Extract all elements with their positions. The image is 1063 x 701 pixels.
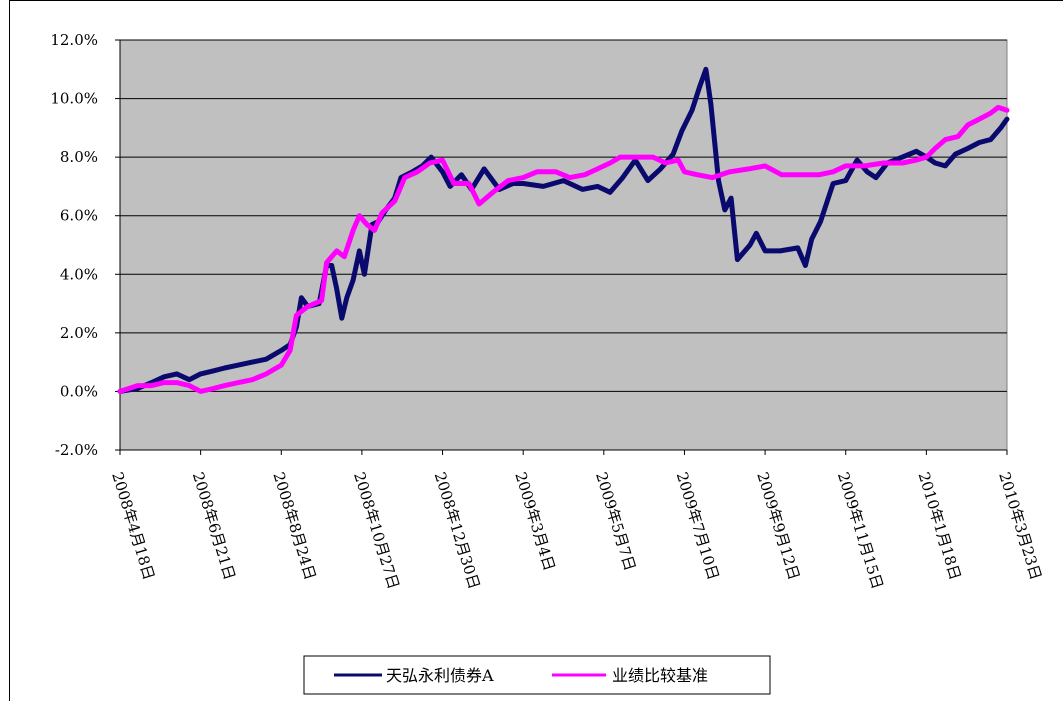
legend: 天弘永利债券A 业绩比较基准 — [303, 655, 771, 695]
y-tick-label: 8.0% — [60, 148, 98, 166]
series-layer — [117, 66, 1010, 394]
chart-frame — [9, 0, 1063, 701]
y-tick-label: 4.0% — [60, 265, 98, 283]
legend-label-series-1: 天弘永利债券A — [386, 666, 494, 685]
x-tick-label: 2008年6月21日 — [189, 470, 239, 582]
x-tick-label: 2008年4月18日 — [108, 470, 158, 582]
y-tick-label: 12.0% — [50, 31, 98, 49]
y-axis: -2.0% 0.0% 2.0% 4.0% 6.0% 8.0% 10.0% 12.0% — [50, 31, 121, 459]
x-tick-label: 2010年3月23日 — [995, 470, 1045, 582]
y-tick-label: -2.0% — [55, 441, 98, 459]
x-tick-label: 2008年12月30日 — [431, 470, 484, 591]
x-tick-label: 2009年9月12日 — [753, 470, 803, 582]
x-tick-label: 2009年3月4日 — [511, 470, 558, 573]
x-tick-label: 2008年10月27日 — [350, 470, 403, 591]
y-tick-label: 2.0% — [60, 324, 98, 342]
legend-label-series-2: 业绩比较基准 — [612, 666, 708, 685]
y-tick-label: 6.0% — [60, 207, 98, 225]
x-tick-label: 2009年5月7日 — [592, 470, 639, 573]
x-axis: 2008年4月18日 2008年6月21日 2008年8月24日 2008年10月27… — [108, 449, 1045, 591]
plot-area — [119, 39, 1008, 451]
x-tick-label: 2008年8月24日 — [269, 470, 319, 582]
series-line-2 — [117, 104, 1010, 394]
x-tick-label: 2009年11月15日 — [834, 470, 887, 591]
x-tick-label: 2009年7月10日 — [673, 470, 723, 582]
y-tick-label: 0.0% — [60, 382, 98, 400]
y-tick-label: 10.0% — [50, 90, 98, 108]
x-tick-label: 2010年1月18日 — [915, 470, 965, 582]
